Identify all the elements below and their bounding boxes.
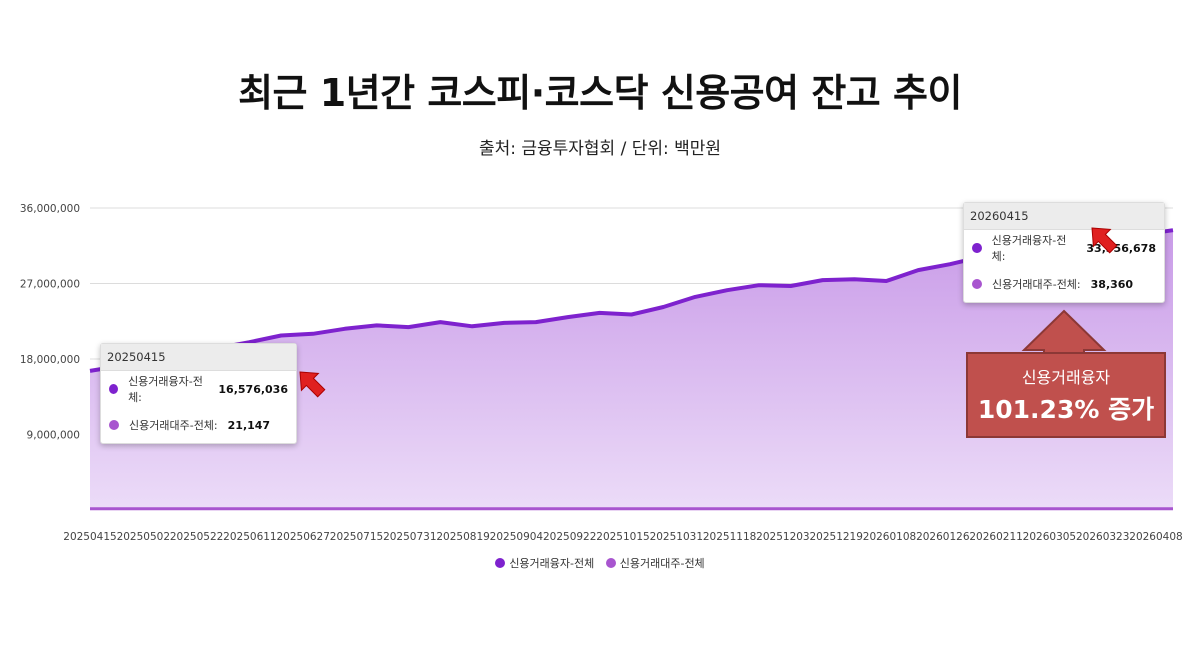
tooltip-end: 20260415 신용거래융자-전체: 33,356,678 신용거래대주-전체…: [963, 202, 1165, 303]
x-tick-label: 20250819: [436, 531, 489, 543]
callout-line-2: 101.23% 증가: [977, 395, 1155, 424]
tooltip-start-row-2: 신용거래대주-전체: 21,147: [101, 407, 296, 443]
tooltip-end-marker-1: [972, 243, 982, 253]
legend-marker-series-2: [605, 558, 616, 568]
tooltip-end-value-1: 33,356,678: [1086, 241, 1156, 255]
x-tick-label: 20250922: [543, 531, 596, 543]
tooltip-end-row-1: 신용거래융자-전체: 33,356,678: [964, 230, 1164, 266]
tooltip-end-label-1: 신용거래융자-전체:: [991, 234, 1067, 263]
x-tick-label: 20250904: [490, 531, 544, 543]
increase-callout: 신용거래융자 101.23% 증가: [966, 352, 1166, 438]
y-tick-label: 9,000,000: [27, 430, 80, 442]
callout-line-1: 신용거래융자: [1021, 368, 1111, 387]
legend-label-series-1: 신용거래융자-전체: [509, 557, 595, 570]
x-tick-label: 20250731: [383, 531, 436, 543]
tooltip-start-row-1: 신용거래융자-전체: 16,576,036: [101, 371, 296, 407]
tooltip-start-marker-2: [109, 420, 119, 430]
x-tick-label: 20260323: [1076, 531, 1129, 543]
legend-marker-series-1: [495, 558, 506, 568]
legend-item-series-1[interactable]: 신용거래융자-전체: [495, 555, 594, 571]
x-tick-label: 20250522: [170, 531, 223, 543]
x-tick-label: 20251118: [703, 531, 756, 543]
tooltip-end-label-2: 신용거래대주-전체:: [992, 278, 1081, 291]
x-tick-label: 20251031: [650, 531, 703, 543]
y-tick-label: 18,000,000: [20, 354, 80, 366]
tooltip-start-value-2: 21,147: [227, 418, 271, 432]
x-tick-label: 20250415: [63, 531, 116, 543]
tooltip-start-marker-1: [109, 384, 119, 394]
tooltip-start-label-1: 신용거래융자-전체:: [128, 375, 203, 404]
x-tick-label: 20260211: [969, 531, 1022, 543]
tooltip-end-date: 20260415: [964, 203, 1164, 230]
chart-subtitle: 출처: 금융투자협회 / 단위: 백만원: [478, 139, 722, 159]
x-tick-label: 20251219: [809, 531, 862, 543]
tooltip-start-date: 20250415: [101, 344, 296, 371]
tooltip-start-label-2: 신용거래대주-전체:: [129, 419, 218, 432]
x-tick-label: 20251203: [756, 531, 809, 543]
x-tick-label: 20260408: [1129, 531, 1182, 543]
series-area-1: [90, 230, 1173, 510]
tooltip-end-row-2: 신용거래대주-전체: 38,360: [964, 266, 1164, 302]
tooltip-end-marker-2: [972, 279, 982, 289]
legend-label-series-2: 신용거래대주-전체: [619, 557, 705, 570]
tooltip-start: 20250415 신용거래융자-전체: 16,576,036 신용거래대주-전체…: [100, 343, 297, 444]
x-tick-label: 20260126: [916, 531, 970, 543]
x-tick-label: 20250611: [223, 531, 276, 543]
y-tick-label: 36,000,000: [20, 203, 80, 215]
x-tick-label: 20250627: [276, 531, 329, 543]
tooltip-start-value-1: 16,576,036: [218, 382, 288, 396]
x-tick-label: 20250502: [117, 531, 170, 543]
legend: 신용거래융자-전체 신용거래대주-전체: [0, 555, 1200, 571]
chart-title: 최근 1년간 코스피·코스닥 신용공여 잔고 추이: [238, 71, 962, 115]
tooltip-end-value-2: 38,360: [1090, 277, 1134, 291]
x-tick-label: 20260108: [863, 531, 916, 543]
y-tick-label: 27,000,000: [20, 279, 80, 291]
legend-item-series-2[interactable]: 신용거래대주-전체: [605, 555, 705, 571]
x-tick-label: 20251015: [596, 531, 649, 543]
x-tick-label: 20260305: [1023, 531, 1076, 543]
x-tick-label: 20250715: [330, 531, 383, 543]
